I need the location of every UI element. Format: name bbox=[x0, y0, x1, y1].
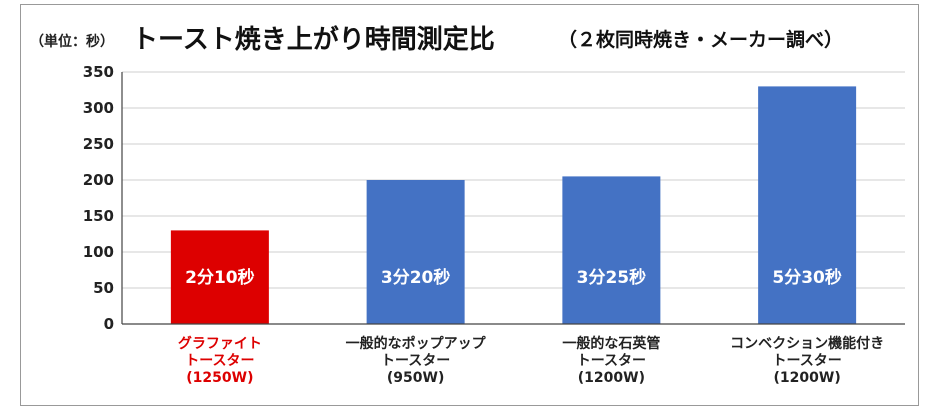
x-category-label: コンベクション機能付き bbox=[730, 335, 884, 352]
bar bbox=[170, 230, 269, 324]
x-category-label: トースター bbox=[577, 353, 646, 369]
x-category-label: 一般的な石英管 bbox=[562, 335, 660, 352]
axes bbox=[121, 72, 905, 325]
x-category-label: (1200W) bbox=[774, 370, 841, 386]
bar-data-label: 2分10秒 bbox=[185, 267, 255, 288]
y-axis-ticks: 0 50 100 150 200 250 300 350 bbox=[83, 63, 114, 333]
y-tick-label: 300 bbox=[83, 99, 114, 117]
chart-title: トースト焼き上がり時間測定比 bbox=[132, 24, 495, 55]
bar-value-labels: 2分10秒 3分20秒 3分25秒 5分30秒 bbox=[185, 267, 842, 288]
x-axis-categories: グラファイトトースター(1250W)一般的なポップアップトースター(950W)一… bbox=[178, 335, 884, 386]
x-category-label: トースター bbox=[185, 353, 254, 369]
bar-data-label: 5分30秒 bbox=[772, 267, 842, 288]
unit-label: （単位：秒） bbox=[30, 33, 114, 50]
y-tick-label: 350 bbox=[83, 63, 114, 81]
y-tick-label: 250 bbox=[83, 135, 114, 153]
y-tick-label: 50 bbox=[93, 279, 114, 297]
y-tick-label: 200 bbox=[83, 171, 114, 189]
x-category-label: (1250W) bbox=[186, 370, 253, 386]
bar bbox=[562, 176, 661, 324]
x-category-label: 一般的なポップアップ bbox=[346, 335, 487, 352]
x-category-label: トースター bbox=[772, 353, 841, 369]
bar bbox=[758, 86, 857, 325]
chart-subtitle: （２枚同時焼き・メーカー調べ） bbox=[558, 28, 843, 51]
chart-frame bbox=[20, 4, 919, 406]
bar-data-label: 3分25秒 bbox=[577, 267, 647, 288]
y-tick-label: 100 bbox=[83, 243, 114, 261]
bar bbox=[366, 180, 465, 324]
bar-data-label: 3分20秒 bbox=[381, 267, 451, 288]
x-category-label: (950W) bbox=[387, 370, 444, 386]
bars bbox=[170, 86, 857, 325]
x-category-label: グラファイト bbox=[178, 335, 262, 352]
y-tick-label: 150 bbox=[83, 207, 114, 225]
x-category-label: トースター bbox=[381, 353, 450, 369]
x-category-label: (1200W) bbox=[578, 370, 645, 386]
y-tick-label: 0 bbox=[104, 315, 114, 333]
